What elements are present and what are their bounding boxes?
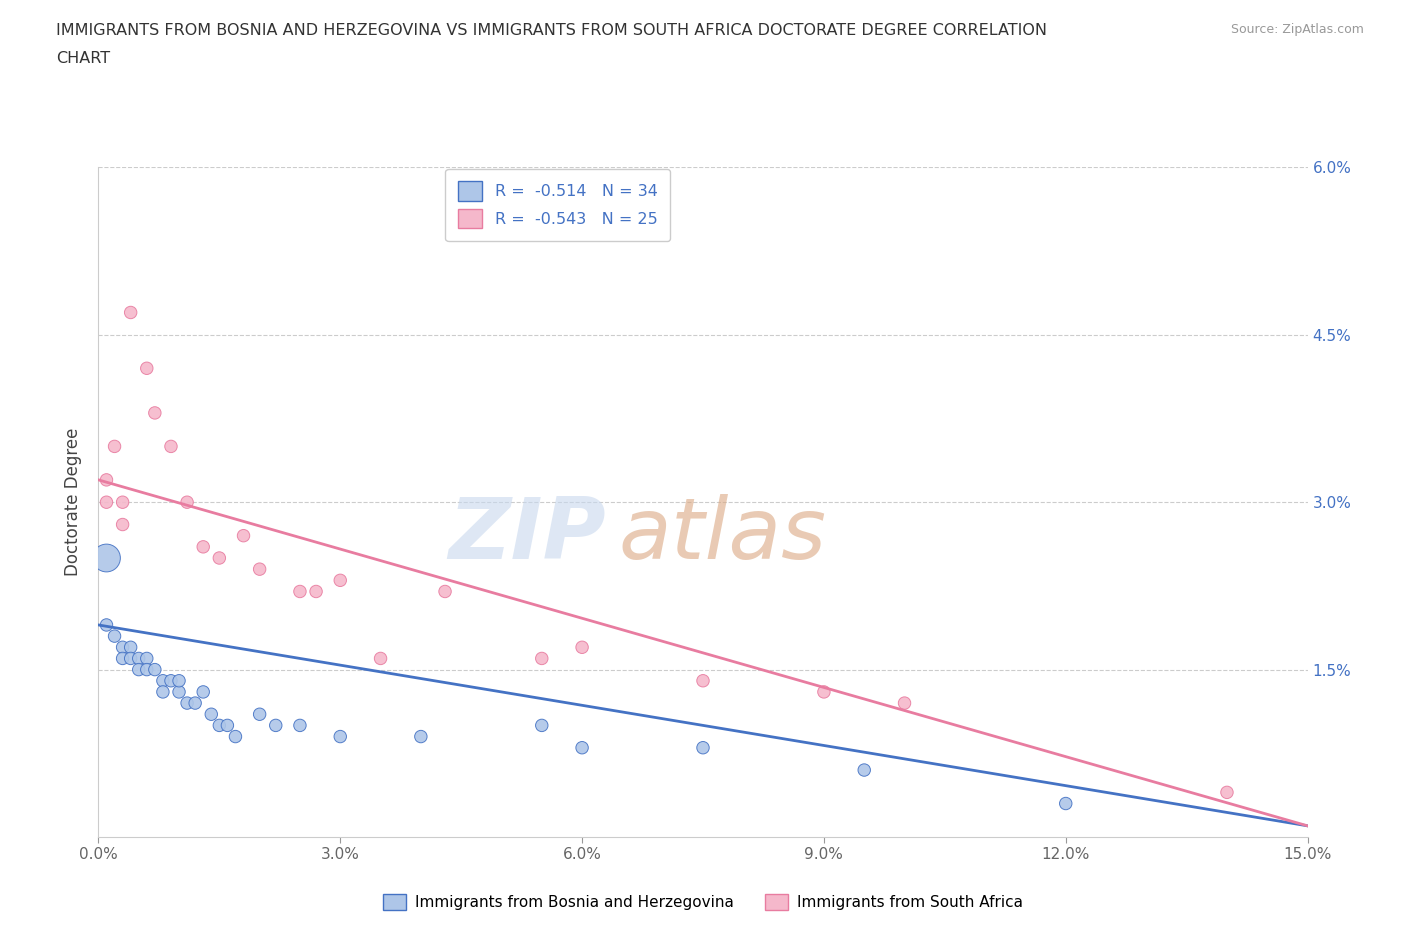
- Legend: R =  -0.514   N = 34, R =  -0.543   N = 25: R = -0.514 N = 34, R = -0.543 N = 25: [446, 168, 671, 241]
- Point: [305, 584, 328, 599]
- Point: [167, 673, 190, 688]
- Y-axis label: Doctorate Degree: Doctorate Degree: [65, 428, 83, 577]
- Point: [167, 684, 190, 699]
- Point: [176, 696, 198, 711]
- Point: [249, 707, 271, 722]
- Point: [434, 584, 457, 599]
- Point: [288, 718, 311, 733]
- Point: [249, 562, 271, 577]
- Point: [120, 305, 142, 320]
- Point: [120, 640, 142, 655]
- Point: [232, 528, 254, 543]
- Point: [103, 629, 125, 644]
- Text: atlas: atlas: [619, 494, 827, 578]
- Point: [208, 718, 231, 733]
- Point: [692, 740, 714, 755]
- Point: [152, 673, 174, 688]
- Point: [853, 763, 876, 777]
- Point: [200, 707, 222, 722]
- Point: [160, 439, 183, 454]
- Point: [288, 584, 311, 599]
- Point: [1216, 785, 1239, 800]
- Point: [530, 718, 553, 733]
- Point: [530, 651, 553, 666]
- Text: CHART: CHART: [56, 51, 110, 66]
- Point: [96, 472, 118, 487]
- Point: [224, 729, 246, 744]
- Point: [111, 651, 134, 666]
- Point: [692, 673, 714, 688]
- Point: [111, 495, 134, 510]
- Point: [111, 640, 134, 655]
- Point: [571, 640, 593, 655]
- Point: [152, 684, 174, 699]
- Point: [176, 495, 198, 510]
- Point: [893, 696, 915, 711]
- Point: [135, 361, 157, 376]
- Text: ZIP: ZIP: [449, 494, 606, 578]
- Point: [96, 551, 118, 565]
- Legend: Immigrants from Bosnia and Herzegovina, Immigrants from South Africa: Immigrants from Bosnia and Herzegovina, …: [375, 886, 1031, 918]
- Point: [103, 439, 125, 454]
- Point: [184, 696, 207, 711]
- Point: [96, 618, 118, 632]
- Point: [813, 684, 835, 699]
- Point: [329, 573, 352, 588]
- Point: [193, 684, 215, 699]
- Point: [160, 673, 183, 688]
- Point: [135, 651, 157, 666]
- Point: [111, 517, 134, 532]
- Point: [409, 729, 432, 744]
- Text: Source: ZipAtlas.com: Source: ZipAtlas.com: [1230, 23, 1364, 36]
- Point: [193, 539, 215, 554]
- Point: [264, 718, 287, 733]
- Point: [571, 740, 593, 755]
- Text: IMMIGRANTS FROM BOSNIA AND HERZEGOVINA VS IMMIGRANTS FROM SOUTH AFRICA DOCTORATE: IMMIGRANTS FROM BOSNIA AND HERZEGOVINA V…: [56, 23, 1047, 38]
- Point: [143, 405, 166, 420]
- Point: [370, 651, 392, 666]
- Point: [128, 651, 150, 666]
- Point: [208, 551, 231, 565]
- Point: [143, 662, 166, 677]
- Point: [96, 495, 118, 510]
- Point: [329, 729, 352, 744]
- Point: [1054, 796, 1077, 811]
- Point: [135, 662, 157, 677]
- Point: [120, 651, 142, 666]
- Point: [128, 662, 150, 677]
- Point: [217, 718, 239, 733]
